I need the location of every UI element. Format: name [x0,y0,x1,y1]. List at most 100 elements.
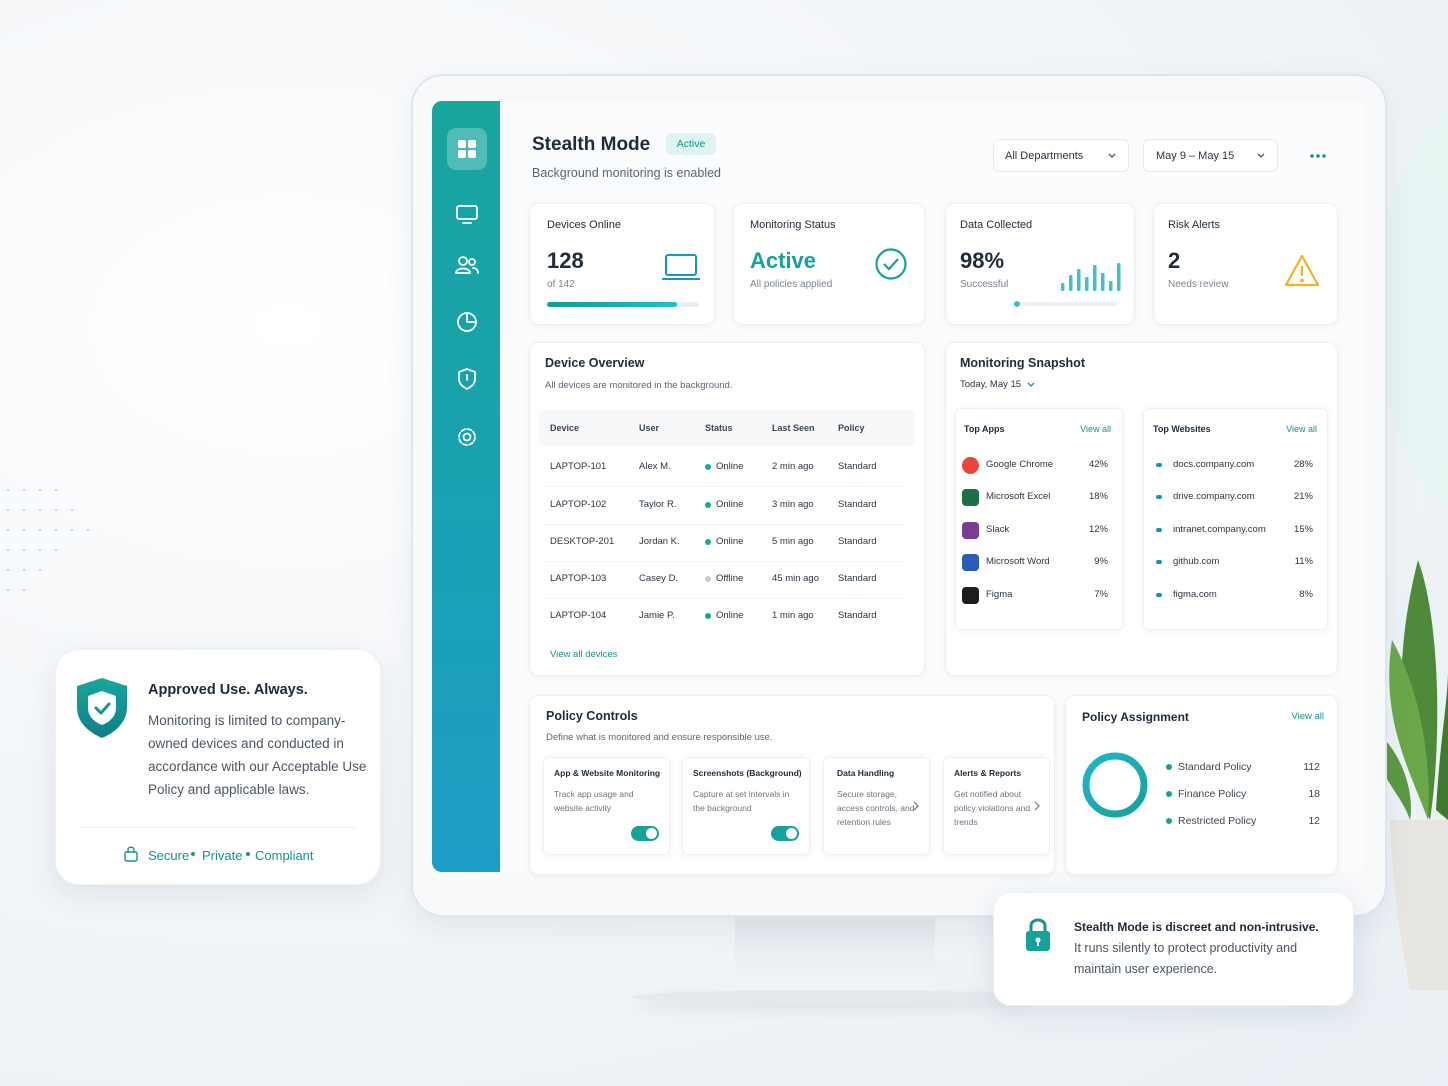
table-cell: LAPTOP-102 [550,499,607,510]
devices-icon[interactable] [456,205,478,224]
settings-icon[interactable] [458,428,476,446]
compliance-tag: Compliant [255,847,314,863]
app-icon [962,554,979,571]
users-icon[interactable] [455,256,479,274]
chevron [1108,153,1116,158]
app-name: Google Chrome [986,459,1054,470]
shield-icon [77,678,127,738]
app-name: Figma [986,589,1013,600]
policy-card [943,757,1050,855]
app-icon [962,522,979,539]
policy-card-title: Alerts & Reports [954,767,1022,778]
chevron[interactable] [1034,801,1040,811]
sidebar [432,101,500,872]
card-chevrons [913,801,1040,811]
table-cell: Online [716,499,744,510]
compliance-tag: Secure [148,847,190,863]
dashboard-icon[interactable] [458,140,476,158]
row-divider [545,598,905,599]
app-name: Microsoft Word [986,556,1050,567]
toggle[interactable] [631,826,659,841]
toggle-knob [646,828,657,839]
legend-dot [1166,764,1172,770]
more-menu[interactable] [1310,154,1326,158]
site-name: intranet.company.com [1173,524,1266,535]
date-filter[interactable]: May 9 – May 15 [1156,150,1235,162]
chevron[interactable] [913,801,919,811]
status-badge [666,133,716,155]
site-name: docs.company.com [1173,459,1255,470]
lock-icon [124,846,138,862]
app-share: 7% [1094,589,1108,600]
stat-sub: Successful [960,278,1009,290]
stat-value: 128 [547,247,584,273]
security-icon[interactable] [458,368,476,390]
view-all-link[interactable]: View all devices [550,649,618,660]
stat-icons [662,248,1320,307]
panel-title: Top Apps [964,424,1005,434]
policy-count: 18 [1308,788,1320,800]
column-header: Last Seen [772,423,815,433]
department-dropdown[interactable] [993,139,1129,172]
table-cell: Standard [838,499,877,510]
policy-name: Restricted Policy [1178,815,1257,827]
notice-text: It runs silently to protect productivity… [1074,941,1298,976]
table-header-bg [539,410,915,446]
site-share: 8% [1299,589,1313,600]
sidebar-icons [455,140,479,446]
device-overview-card [529,342,925,676]
sparkline-icon [1013,263,1121,307]
donut [1082,752,1148,818]
site-share: 15% [1293,524,1313,535]
table-cell: 1 min ago [772,610,814,621]
legend-dot [1166,791,1172,797]
stat-label: Monitoring Status [750,219,836,231]
policy-card-title: Screenshots (Background) [693,767,802,778]
policy-card-title: App & Website Monitoring [554,767,661,778]
view-all-link[interactable]: View all [1080,424,1111,434]
policy-name: Standard Policy [1178,761,1252,773]
app-icon [962,457,979,474]
table-cell: 2 min ago [772,461,814,472]
stat-label: Risk Alerts [1168,219,1220,231]
table-cell: Casey D. [639,573,679,584]
policy-card [823,757,930,855]
table-cell: 3 min ago [772,499,814,510]
date-dropdown[interactable] [1143,139,1278,172]
page-title: Stealth Mode [532,133,651,155]
separator-dot [191,852,195,856]
department-filter[interactable]: All Departments [1005,150,1084,162]
status-badge-label: Active [676,138,706,150]
reports-icon[interactable] [457,312,477,332]
stat-label: Devices Online [547,219,621,231]
plant [1374,560,1448,990]
column-header: Device [550,423,580,433]
table-cell: Offline [716,573,744,584]
date-chevron [1027,382,1035,387]
check-icon [875,248,907,280]
table-cell: Standard [838,610,877,621]
view-all-link[interactable]: View all [1291,711,1324,722]
policy-card-title: Data Handling [837,767,895,778]
view-all-link[interactable]: View all [1286,424,1317,434]
table-cell: Online [716,461,744,472]
compliance-tag: Private [202,847,243,863]
site-icon [1156,528,1162,532]
app-share: 9% [1094,556,1108,567]
site-share: 21% [1293,491,1313,502]
table-cell: Jamie P. [639,610,675,621]
top-websites-panel [1143,408,1328,630]
sidebar-active-item[interactable] [447,128,487,170]
stat-sub: All policies applied [750,278,833,290]
table-cell: Standard [838,536,877,547]
policy-count: 12 [1308,815,1320,827]
table-cell: LAPTOP-104 [550,610,607,621]
app-icon [962,587,979,604]
date-selector[interactable]: Today, May 15 [960,379,1022,390]
section-subtitle: Define what is monitored and ensure resp… [546,732,773,743]
policy-card-text: Capture at set intervals in the backgrou… [693,789,790,813]
notice-title: Stealth Mode is discreet and non-intrusi… [1074,920,1319,934]
site-icon [1156,463,1162,467]
toggle[interactable] [771,826,799,841]
table-cell: Taylor R. [639,499,677,510]
